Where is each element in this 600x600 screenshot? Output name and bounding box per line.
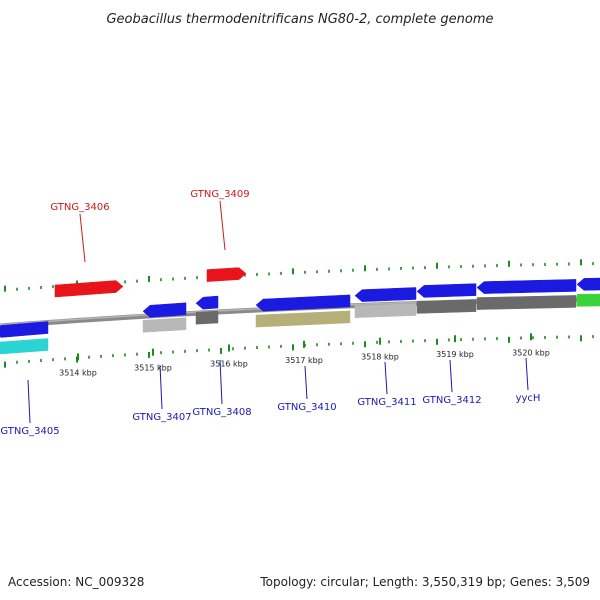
- kbp-scale: 3514 kbp 3515 kbp 3516 kbp 3517 kbp 3518 kbp…: [59, 333, 550, 377]
- label-leader-gtng_3409: [219, 200, 226, 251]
- gene-subtrack-gtng_3410: [255, 310, 351, 328]
- gene-subtrack-unnamed: [576, 293, 600, 307]
- gene-label-gtng_3407[interactable]: GTNG_3407: [132, 412, 191, 423]
- gene-subtrack-yych: [476, 295, 577, 310]
- gene-labels: GTNG_3405 GTNG_3406 GTNG_3407 GTNG_3408 GTNG…: [0, 189, 540, 437]
- label-leader-gtng_3408: [219, 359, 223, 405]
- scale-label: 3514 kbp: [59, 368, 97, 377]
- gene-arrow-gtng_3412[interactable]: [416, 283, 477, 298]
- gene-arrow-gtng_3408[interactable]: [195, 295, 219, 310]
- gene-arrow-gtng_3410[interactable]: [255, 294, 351, 312]
- gene-label-gtng_3412[interactable]: GTNG_3412: [422, 395, 481, 406]
- gene-subtrack-gtng_3407: [142, 317, 187, 333]
- accession-text: Accession: NC_009328: [8, 575, 144, 589]
- gene-label-yych[interactable]: yycH: [516, 393, 541, 404]
- label-leader-gtng_3410: [304, 365, 308, 400]
- gene-label-gtng_3411[interactable]: GTNG_3411: [357, 397, 416, 408]
- gene-subtrack-gtng_3408: [195, 310, 219, 325]
- gene-arrow-yych[interactable]: [476, 279, 577, 294]
- gene-label-gtng_3408[interactable]: GTNG_3408: [192, 407, 251, 418]
- gene-arrow-gtng_3405[interactable]: [0, 321, 49, 338]
- scale-label: 3517 kbp: [285, 356, 323, 365]
- dotted-arcs: [4, 259, 594, 368]
- gene-arrow-gtng_3411[interactable]: [354, 287, 417, 302]
- scale-label: 3519 kbp: [436, 350, 474, 359]
- gene-subtrack-gtng_3412: [416, 299, 477, 314]
- map-title: Geobacillus thermodenitrificans NG80-2, …: [106, 12, 493, 27]
- label-leader-gtng_3407: [159, 364, 163, 410]
- gene-label-gtng_3410[interactable]: GTNG_3410: [277, 402, 336, 413]
- gene-label-gtng_3405[interactable]: GTNG_3405: [0, 426, 59, 437]
- gene-arrow-unnamed[interactable]: [576, 277, 600, 291]
- gene-arrow-gtng_3407[interactable]: [142, 302, 187, 318]
- label-leader-gtng_3406: [79, 213, 86, 263]
- scale-label: 3516 kbp: [210, 359, 248, 368]
- gene-arrow-gtng_3406[interactable]: [54, 280, 124, 298]
- gene-arrow-gtng_3409[interactable]: [206, 267, 247, 282]
- label-leader-gtng_3412: [449, 359, 453, 393]
- scale-label: 3520 kbp: [512, 348, 550, 357]
- gene-features: [0, 267, 600, 355]
- gene-subtrack-gtng_3411: [354, 303, 417, 318]
- label-leader-gtng_3411: [384, 361, 388, 395]
- scale-label: 3515 kbp: [134, 364, 172, 373]
- gene-label-gtng_3406[interactable]: GTNG_3406: [50, 202, 109, 213]
- label-leader-yych: [525, 357, 529, 391]
- gene-subtrack-gtng_3405: [0, 338, 49, 355]
- scale-label: 3518 kbp: [361, 353, 399, 362]
- label-leader-gtng_3405: [27, 379, 31, 424]
- genome-summary-text: Topology: circular; Length: 3,550,319 bp…: [259, 575, 590, 589]
- gene-label-gtng_3409[interactable]: GTNG_3409: [190, 189, 249, 200]
